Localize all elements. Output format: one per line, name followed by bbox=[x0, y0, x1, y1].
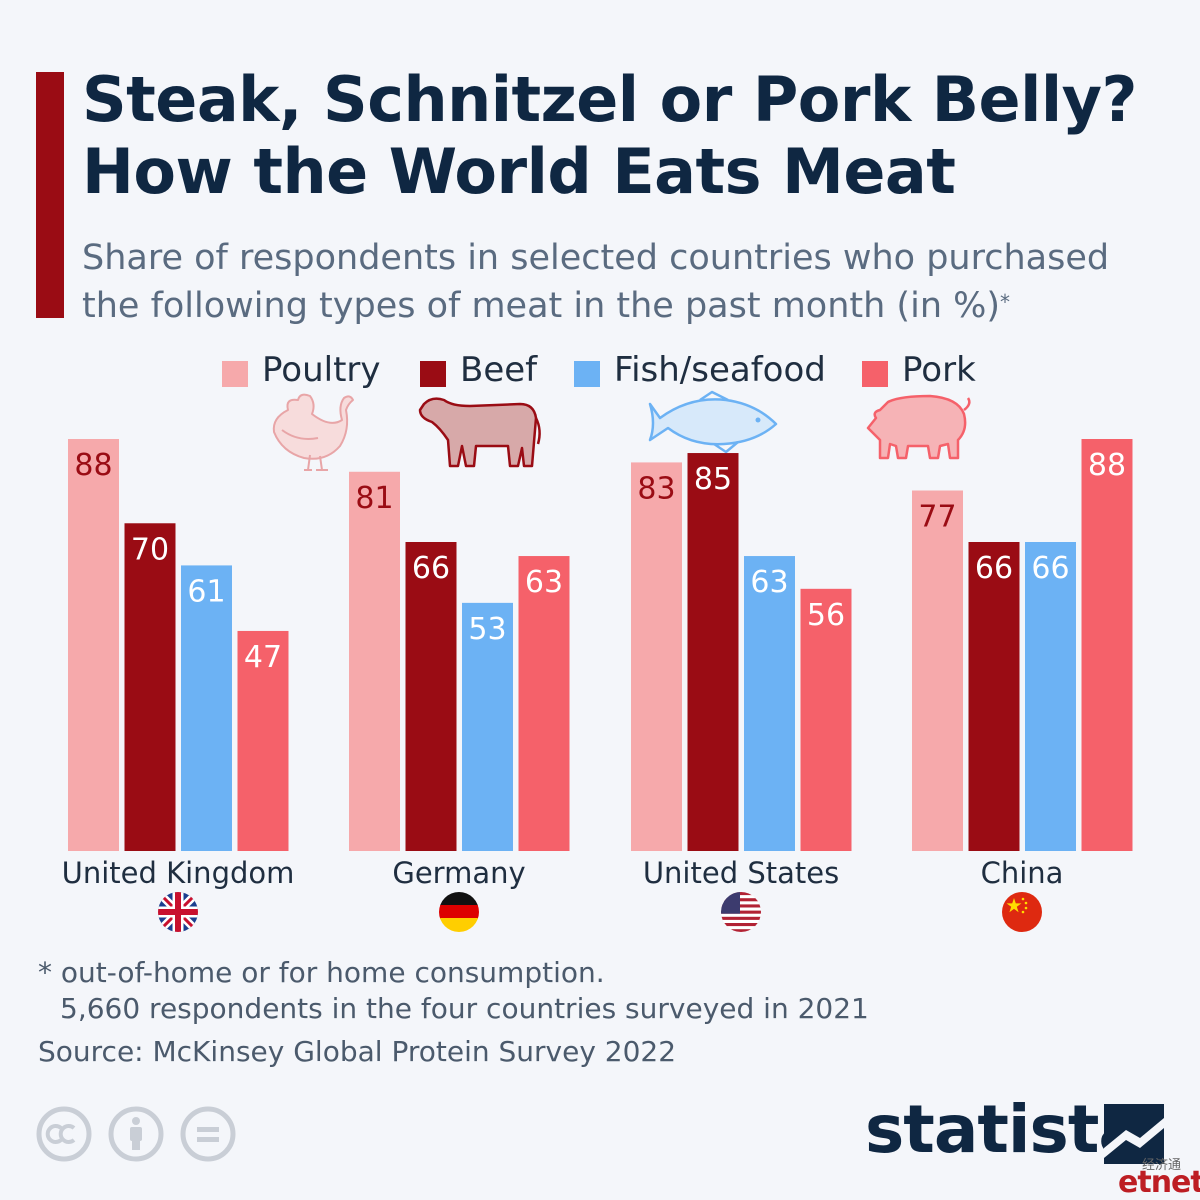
bar-china-beef bbox=[968, 542, 1020, 851]
country-label-germany: Germany bbox=[392, 856, 526, 890]
value-label-united-states-fish-seafood: 63 bbox=[750, 565, 788, 600]
country-label-united-states: United States bbox=[642, 856, 840, 890]
bar-united-states-fish-seafood bbox=[744, 556, 795, 851]
legend: Poultry Beef Fish/seafood Pork bbox=[0, 348, 1200, 392]
attribution-icon[interactable] bbox=[108, 1106, 164, 1162]
fish-icon bbox=[648, 390, 778, 454]
legend-label-beef: Beef bbox=[460, 350, 538, 390]
subtitle-line-2-wrap: the following types of meat in the past … bbox=[82, 282, 1182, 330]
value-label-united-kingdom-beef: 70 bbox=[131, 532, 169, 567]
legend-swatch-pork bbox=[862, 361, 888, 387]
bar-united-kingdom-beef bbox=[124, 523, 176, 851]
bars-layer bbox=[68, 439, 1133, 851]
watermark-cn: 经济通 bbox=[1142, 1158, 1182, 1173]
bar-united-states-pork bbox=[800, 588, 852, 851]
cow-icon bbox=[418, 397, 541, 468]
pig-icon bbox=[866, 394, 971, 460]
statista-logo-text: statista bbox=[865, 1091, 1143, 1168]
value-label-china-beef: 66 bbox=[975, 551, 1013, 586]
legend-label-poultry: Poultry bbox=[262, 350, 381, 390]
value-label-germany-pork: 63 bbox=[525, 565, 563, 600]
country-label-china: China bbox=[980, 856, 1064, 890]
value-label-united-kingdom-poultry: 88 bbox=[74, 448, 112, 483]
footnote-1: * out-of-home or for home consumption. bbox=[38, 956, 605, 989]
value-label-united-states-beef: 85 bbox=[694, 462, 732, 497]
statista-logo-icon bbox=[1104, 1104, 1164, 1164]
china-flag-icon bbox=[1002, 892, 1042, 932]
bar-united-kingdom-poultry bbox=[68, 439, 119, 851]
bar-chart: 88 70 61 47 81 66 53 63 83 85 63 56 77 66 66 88 bbox=[68, 390, 1133, 851]
value-label-china-pork: 88 bbox=[1088, 448, 1126, 483]
country-label-united-kingdom: United Kingdom bbox=[61, 856, 295, 890]
subtitle-line-1: Share of respondents in selected countri… bbox=[82, 238, 1110, 278]
bar-united-states-beef bbox=[687, 453, 739, 851]
title-accent-bar bbox=[36, 72, 64, 318]
value-label-china-poultry: 77 bbox=[918, 500, 956, 535]
legend-swatch-fish bbox=[574, 361, 600, 387]
subtitle-asterisk: * bbox=[1000, 290, 1011, 314]
value-label-united-kingdom-pork: 47 bbox=[244, 640, 282, 675]
no-derivatives-icon[interactable] bbox=[180, 1106, 236, 1162]
uk-flag-icon bbox=[158, 892, 198, 932]
value-label-china-fish-seafood: 66 bbox=[1031, 551, 1069, 586]
title-line-2: How the World Eats Meat bbox=[82, 135, 956, 208]
value-label-united-states-poultry: 83 bbox=[637, 471, 675, 506]
bar-china-fish-seafood bbox=[1025, 542, 1076, 851]
value-labels-layer: 88 70 61 47 81 66 53 63 83 85 63 56 77 66 66 88 bbox=[74, 448, 1126, 675]
legend-swatch-poultry bbox=[222, 361, 248, 387]
creative-commons-icon[interactable] bbox=[36, 1106, 92, 1162]
legend-label-pork: Pork bbox=[902, 350, 976, 390]
value-label-germany-fish-seafood: 53 bbox=[468, 612, 506, 647]
value-label-united-states-pork: 56 bbox=[807, 598, 845, 633]
title-line-1: Steak, Schnitzel or Pork Belly? bbox=[82, 63, 1137, 136]
bar-china-poultry bbox=[912, 490, 963, 851]
value-label-united-kingdom-fish-seafood: 61 bbox=[187, 574, 225, 609]
legend-label-fish: Fish/seafood bbox=[614, 350, 826, 390]
germany-flag-icon bbox=[439, 892, 479, 932]
us-flag-icon bbox=[721, 892, 761, 932]
chart-subtitle: Share of respondents in selected countri… bbox=[82, 234, 1182, 330]
bar-germany-pork bbox=[518, 556, 570, 851]
value-label-germany-beef: 66 bbox=[412, 551, 450, 586]
bar-united-kingdom-pork bbox=[237, 630, 289, 851]
source-note: Source: McKinsey Global Protein Survey 2… bbox=[38, 1035, 677, 1068]
bar-germany-fish-seafood bbox=[462, 602, 513, 851]
bar-united-kingdom-fish-seafood bbox=[181, 565, 232, 851]
subtitle-line-2: the following types of meat in the past … bbox=[82, 286, 1001, 326]
footnote-2: 5,660 respondents in the four countries … bbox=[60, 992, 869, 1025]
bar-united-states-poultry bbox=[631, 462, 682, 851]
bar-germany-beef bbox=[405, 542, 457, 851]
bar-germany-poultry bbox=[349, 471, 400, 851]
bar-china-pork bbox=[1081, 439, 1133, 851]
chicken-icon bbox=[272, 393, 354, 471]
chart-title: Steak, Schnitzel or Pork Belly? How the … bbox=[82, 64, 1182, 208]
watermark-etnet: etnet bbox=[1118, 1165, 1200, 1200]
value-label-germany-poultry: 81 bbox=[355, 481, 393, 516]
legend-swatch-beef bbox=[420, 361, 446, 387]
